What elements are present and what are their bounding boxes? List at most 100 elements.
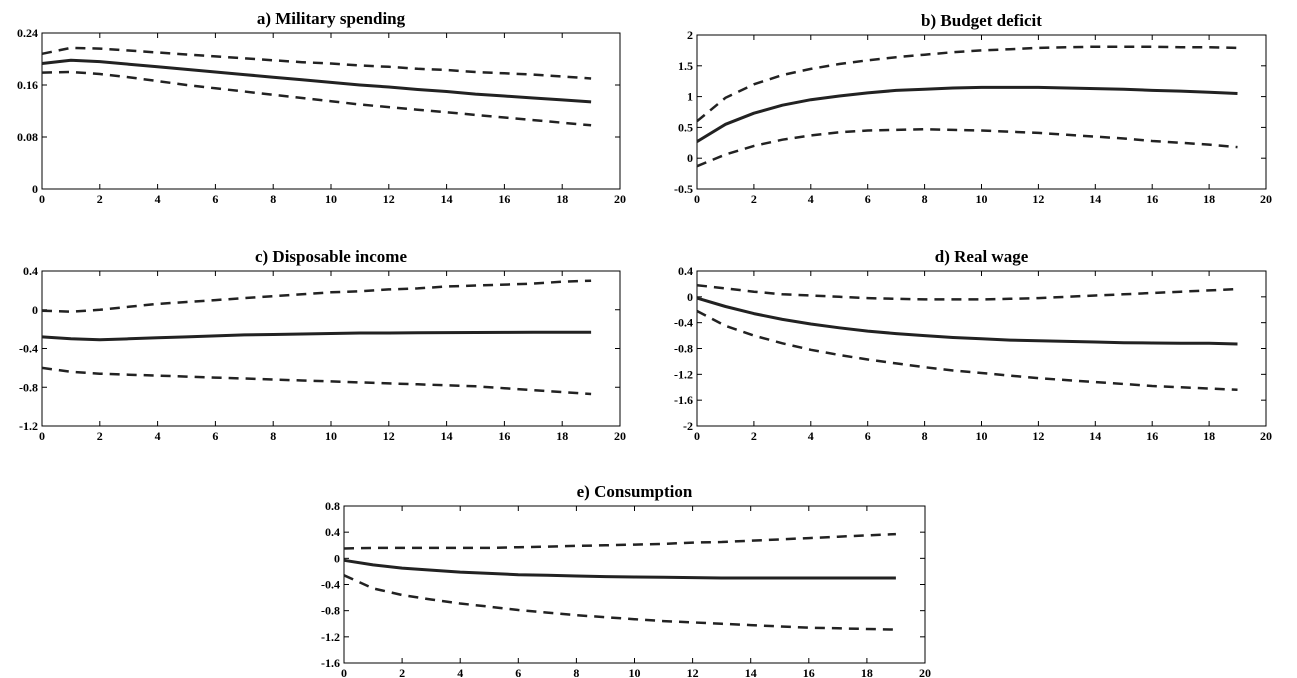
y-tick-label: 0: [32, 182, 38, 196]
chart-title: d) Real wage: [935, 247, 1029, 266]
x-tick-label: 4: [155, 429, 161, 443]
x-tick-label: 2: [97, 429, 103, 443]
y-tick-label: 0: [32, 303, 38, 317]
x-tick-label: 8: [922, 429, 928, 443]
series-line-upper-band: [41, 46, 592, 80]
plot-frame: [41, 32, 621, 190]
x-tick-label: 0: [39, 192, 45, 206]
x-tick-label: 2: [399, 666, 405, 678]
series-line-lower-band: [41, 366, 592, 396]
x-tick-label: 6: [212, 429, 218, 443]
x-tick-label: 16: [498, 429, 510, 443]
y-tick-label: -0.5: [674, 182, 693, 196]
x-tick-label: 0: [341, 666, 347, 678]
y-tick-label: -1.2: [19, 419, 38, 433]
x-tick-label: 6: [865, 429, 871, 443]
series-line-lower-band: [41, 70, 592, 127]
x-tick-label: 8: [573, 666, 579, 678]
y-tick-label: -1.6: [674, 393, 693, 407]
series-line-lower-band: [343, 574, 896, 631]
y-tick-label: 2: [687, 28, 693, 42]
y-tick-label: -2: [683, 419, 693, 433]
x-tick-label: 18: [1203, 429, 1215, 443]
x-tick-label: 10: [629, 666, 641, 678]
y-tick-label: 0.4: [325, 525, 340, 539]
x-tick-label: 10: [325, 429, 337, 443]
x-tick-label: 10: [325, 192, 337, 206]
y-tick-label: -1.2: [321, 630, 340, 644]
x-tick-label: 20: [919, 666, 931, 678]
chart-title: c) Disposable income: [255, 247, 408, 266]
y-tick-label: 1: [687, 90, 693, 104]
series-line-upper-band: [343, 532, 896, 550]
x-tick-label: 8: [922, 192, 928, 206]
x-tick-label: 18: [556, 429, 568, 443]
y-tick-label: 0.16: [17, 78, 38, 92]
x-tick-label: 6: [515, 666, 521, 678]
chart-title: b) Budget deficit: [921, 11, 1042, 30]
x-tick-label: 20: [614, 429, 626, 443]
y-tick-label: -0.8: [321, 604, 340, 618]
y-tick-label: -0.8: [674, 342, 693, 356]
x-tick-label: 0: [39, 429, 45, 443]
x-tick-label: 16: [498, 192, 510, 206]
x-tick-label: 12: [687, 666, 699, 678]
x-tick-label: 8: [270, 192, 276, 206]
x-tick-label: 20: [1260, 192, 1272, 206]
x-tick-label: 6: [212, 192, 218, 206]
x-tick-label: 12: [1032, 192, 1044, 206]
series-line-estimate: [696, 85, 1238, 143]
series-line-estimate: [41, 330, 592, 342]
chart-panel-d: d) Real wage 0 2 4 6 8 10 12 14 16 18 20 -2 -1.6 -1.2 -…: [674, 247, 1272, 443]
x-tick-label: 4: [155, 192, 161, 206]
chart-title: a) Military spending: [257, 9, 406, 28]
plot-frame: [343, 505, 926, 664]
series-line-estimate: [41, 58, 592, 104]
x-tick-label: 14: [441, 192, 453, 206]
y-tick-label: 0.4: [23, 264, 38, 278]
y-tick-label: 0: [687, 290, 693, 304]
series-line-upper-band: [696, 45, 1238, 123]
x-tick-label: 16: [1146, 429, 1158, 443]
series-line-upper-band: [696, 283, 1238, 301]
x-tick-label: 14: [1089, 429, 1101, 443]
series-line-upper-band: [41, 279, 592, 313]
x-tick-label: 8: [270, 429, 276, 443]
x-tick-label: 16: [1146, 192, 1158, 206]
x-tick-label: 2: [751, 429, 757, 443]
x-tick-label: 2: [97, 192, 103, 206]
x-tick-label: 20: [1260, 429, 1272, 443]
plot-frame: [41, 270, 621, 427]
chart-panel-e: e) Consumption 0 2 4 6 8 10 12 14 16 18 20 -1.6 -1.2 -…: [321, 482, 931, 678]
x-tick-label: 12: [383, 429, 395, 443]
x-tick-label: 12: [383, 192, 395, 206]
x-tick-label: 14: [745, 666, 757, 678]
x-tick-label: 18: [556, 192, 568, 206]
x-tick-label: 4: [457, 666, 463, 678]
series-line-lower-band: [696, 127, 1238, 168]
y-tick-label: 0.24: [17, 26, 38, 40]
x-tick-label: 10: [976, 429, 988, 443]
y-tick-label: -1.2: [674, 367, 693, 381]
x-tick-label: 18: [1203, 192, 1215, 206]
y-tick-label: -0.4: [19, 342, 38, 356]
y-tick-label: 1.5: [678, 59, 693, 73]
x-tick-label: 16: [803, 666, 815, 678]
y-tick-label: 0.8: [325, 499, 340, 513]
x-tick-label: 4: [808, 429, 814, 443]
x-tick-label: 20: [614, 192, 626, 206]
y-tick-label: 0.4: [678, 264, 693, 278]
chart-title: e) Consumption: [577, 482, 693, 501]
series-line-estimate: [343, 558, 896, 580]
chart-panel-c: c) Disposable income 0 2 4 6 8 10 12 14 16 18 20 -1.…: [19, 247, 626, 443]
x-tick-label: 12: [1032, 429, 1044, 443]
y-tick-label: 0: [334, 551, 340, 565]
y-tick-label: -0.4: [321, 578, 340, 592]
y-tick-label: -0.4: [674, 316, 693, 330]
x-tick-label: 10: [976, 192, 988, 206]
series-line-estimate: [696, 296, 1238, 346]
x-tick-label: 2: [751, 192, 757, 206]
x-tick-label: 6: [865, 192, 871, 206]
